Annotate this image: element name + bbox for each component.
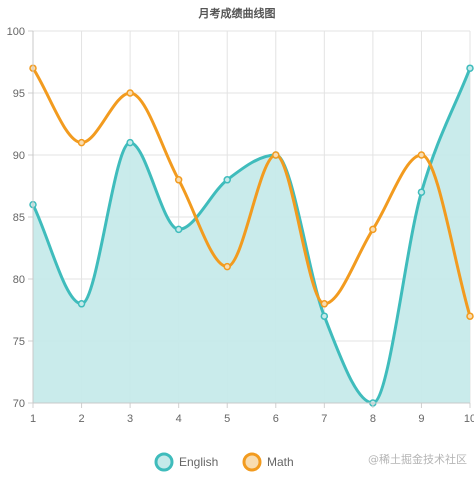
math-point <box>174 176 183 184</box>
math-legend-label: Math <box>267 455 294 469</box>
y-tick-label: 85 <box>13 212 25 224</box>
english-area <box>33 68 470 403</box>
x-tick-label: 10 <box>464 413 474 425</box>
math-point <box>272 151 280 159</box>
english-legend-swatch <box>154 452 174 472</box>
english-point <box>126 138 134 147</box>
english-point <box>174 225 183 234</box>
chart-title: 月考成绩曲线图 <box>198 6 276 20</box>
x-tick-label: 1 <box>30 413 36 425</box>
english-point <box>417 188 426 196</box>
area-fills <box>33 68 470 403</box>
data-points <box>29 64 474 407</box>
y-tick-label: 95 <box>13 88 25 100</box>
math-point <box>126 89 134 97</box>
english-point <box>466 64 474 72</box>
math-point <box>466 312 474 320</box>
y-tick-label: 70 <box>13 398 25 410</box>
english-point <box>320 312 329 320</box>
y-tick-label: 75 <box>13 336 25 348</box>
math-point <box>369 225 377 234</box>
y-tick-label: 90 <box>13 150 25 162</box>
legend: English Math <box>154 452 294 472</box>
english-point <box>223 176 231 184</box>
y-tick-label: 80 <box>13 274 25 286</box>
math-point <box>320 300 329 308</box>
x-tick-label: 4 <box>176 413 182 425</box>
english-legend-label: English <box>179 455 218 469</box>
x-tick-label: 6 <box>273 413 279 425</box>
x-tick-label: 2 <box>78 413 84 425</box>
x-tick-label: 5 <box>224 413 230 425</box>
math-point <box>417 151 426 159</box>
english-point <box>77 300 86 308</box>
watermark-text: @稀土掘金技术社区 <box>368 452 467 466</box>
math-legend-swatch <box>242 452 262 472</box>
axes: 70 75 80 85 90 95 100 1 2 3 4 5 6 7 8 9 10 <box>7 26 474 425</box>
math-point <box>223 262 231 271</box>
math-point <box>77 138 86 147</box>
x-tick-label: 8 <box>370 413 376 425</box>
x-tick-label: 9 <box>418 413 424 425</box>
x-tick-label: 7 <box>321 413 327 425</box>
math-line <box>31 67 472 317</box>
x-tick-label: 3 <box>127 413 133 425</box>
y-tick-label: 100 <box>7 26 25 38</box>
